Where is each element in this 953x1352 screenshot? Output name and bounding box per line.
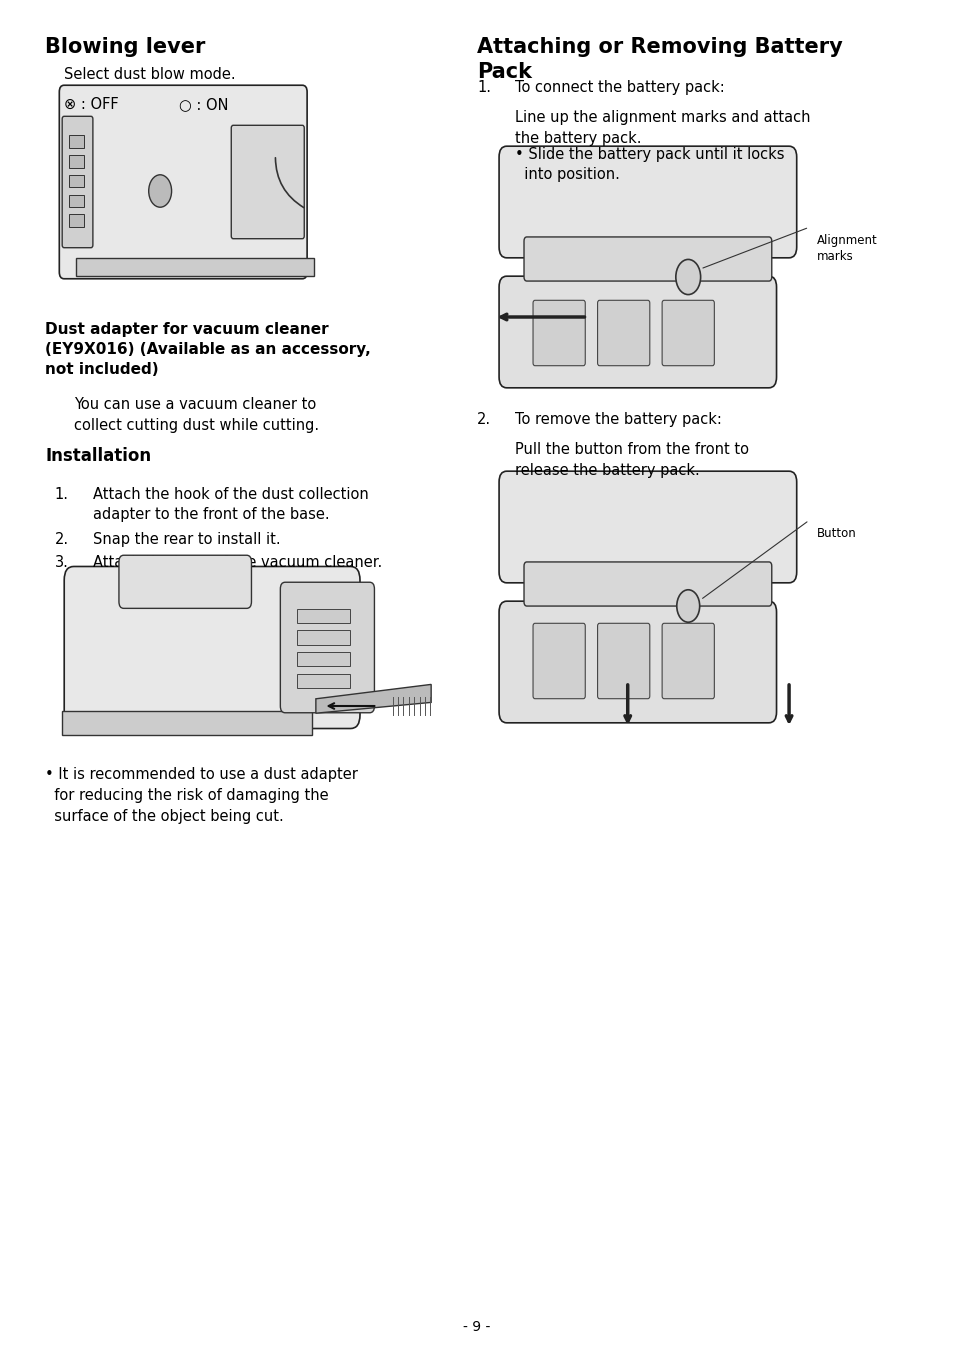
Text: • Slide the battery pack until it locks
  into position.: • Slide the battery pack until it locks …	[515, 147, 783, 181]
Text: 3.: 3.	[54, 556, 69, 571]
Text: • It is recommended to use a dust adapter
  for reducing the risk of damaging th: • It is recommended to use a dust adapte…	[45, 767, 357, 823]
FancyBboxPatch shape	[597, 300, 649, 365]
FancyBboxPatch shape	[59, 85, 307, 279]
Bar	[69, 195, 84, 207]
Text: To connect the battery pack:: To connect the battery pack:	[515, 80, 724, 95]
Bar	[69, 215, 84, 227]
Text: Pull the button from the front to
release the battery pack.: Pull the button from the front to releas…	[515, 442, 748, 479]
Circle shape	[149, 174, 172, 207]
Text: Button: Button	[817, 527, 856, 539]
Text: - 9 -: - 9 -	[463, 1320, 490, 1334]
Text: Attaching or Removing Battery
Pack: Attaching or Removing Battery Pack	[476, 37, 841, 82]
Bar	[69, 155, 84, 168]
Text: Line up the alignment marks and attach
the battery pack.: Line up the alignment marks and attach t…	[515, 110, 810, 146]
Text: ⊗ : OFF: ⊗ : OFF	[64, 97, 118, 112]
Text: Select dust blow mode.: Select dust blow mode.	[64, 68, 235, 82]
Text: 2.: 2.	[54, 531, 69, 548]
Bar	[296, 630, 350, 645]
Text: 2.: 2.	[476, 412, 491, 427]
FancyBboxPatch shape	[533, 623, 584, 699]
FancyBboxPatch shape	[498, 472, 796, 583]
Text: Attach the hook of the dust collection
adapter to the front of the base.: Attach the hook of the dust collection a…	[92, 487, 368, 522]
Text: 1.: 1.	[54, 487, 69, 502]
FancyBboxPatch shape	[533, 300, 584, 365]
FancyBboxPatch shape	[661, 623, 714, 699]
FancyBboxPatch shape	[119, 556, 252, 608]
FancyBboxPatch shape	[280, 583, 374, 713]
Circle shape	[675, 260, 700, 295]
FancyBboxPatch shape	[498, 146, 796, 258]
FancyBboxPatch shape	[523, 237, 771, 281]
FancyBboxPatch shape	[64, 566, 359, 729]
Bar	[296, 673, 350, 688]
FancyBboxPatch shape	[231, 126, 304, 239]
Circle shape	[676, 589, 699, 622]
Bar	[296, 652, 350, 667]
FancyBboxPatch shape	[62, 116, 92, 247]
Bar	[75, 258, 314, 276]
Text: Dust adapter for vacuum cleaner
(EY9X016) (Available as an accessory,
not includ: Dust adapter for vacuum cleaner (EY9X016…	[45, 322, 371, 377]
FancyBboxPatch shape	[498, 602, 776, 723]
Polygon shape	[315, 684, 431, 714]
Text: Attach the hose of the vacuum cleaner.: Attach the hose of the vacuum cleaner.	[92, 556, 381, 571]
FancyBboxPatch shape	[661, 300, 714, 365]
Text: Alignment
marks: Alignment marks	[817, 234, 877, 264]
FancyBboxPatch shape	[597, 623, 649, 699]
Text: 1.: 1.	[476, 80, 491, 95]
Bar	[62, 711, 312, 734]
Text: Installation: Installation	[45, 448, 151, 465]
Text: You can use a vacuum cleaner to
collect cutting dust while cutting.: You can use a vacuum cleaner to collect …	[73, 397, 318, 433]
Text: Blowing lever: Blowing lever	[45, 37, 205, 57]
Text: To remove the battery pack:: To remove the battery pack:	[515, 412, 721, 427]
Text: Snap the rear to install it.: Snap the rear to install it.	[92, 531, 280, 548]
Bar	[69, 135, 84, 147]
FancyBboxPatch shape	[523, 562, 771, 606]
Bar	[69, 174, 84, 188]
Text: ○ : ON: ○ : ON	[178, 97, 228, 112]
Bar	[296, 608, 350, 623]
FancyBboxPatch shape	[498, 276, 776, 388]
